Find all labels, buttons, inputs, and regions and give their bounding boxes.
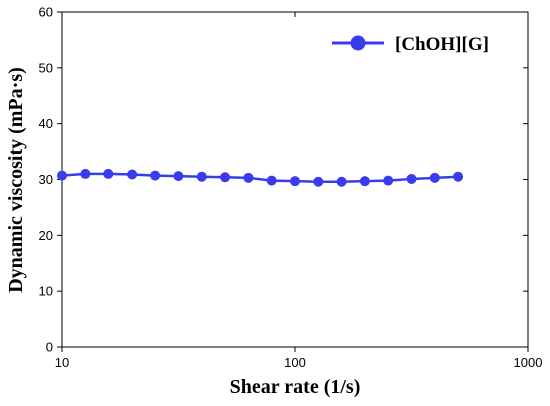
data-point [103,168,114,179]
x-tick-label: 1000 [514,355,543,370]
data-point [406,173,417,184]
y-tick-label: 10 [39,284,53,299]
data-point [196,171,207,182]
legend: [ChOH][G] [332,34,489,55]
series-line [61,172,459,183]
data-point [383,175,394,186]
data-point [429,172,440,183]
legend-label: [ChOH][G] [395,34,489,55]
data-point [336,176,347,187]
x-axis-title: Shear rate (1/s) [230,376,361,398]
y-tick-label: 40 [39,116,53,131]
y-tick-label: 50 [39,60,53,75]
series [57,168,464,187]
y-tick-label: 0 [46,340,53,355]
data-point [243,172,254,183]
data-point [80,168,91,179]
series-layer [57,168,464,187]
data-point [150,170,161,181]
data-point [453,171,464,182]
data-point [220,172,231,183]
data-point [127,169,138,180]
data-point [266,175,277,186]
data-point [57,170,67,181]
data-point [313,176,324,187]
data-point [173,171,184,182]
data-point [290,176,300,187]
data-point [359,176,370,187]
y-tick-label: 30 [39,172,53,187]
y-axis-title: Dynamic viscosity (mPa·s) [5,67,27,293]
y-tick-label: 20 [39,228,53,243]
y-tick-label: 60 [39,5,53,20]
legend-marker [350,35,366,51]
x-tick-label: 10 [55,355,69,370]
x-tick-label: 100 [284,355,306,370]
